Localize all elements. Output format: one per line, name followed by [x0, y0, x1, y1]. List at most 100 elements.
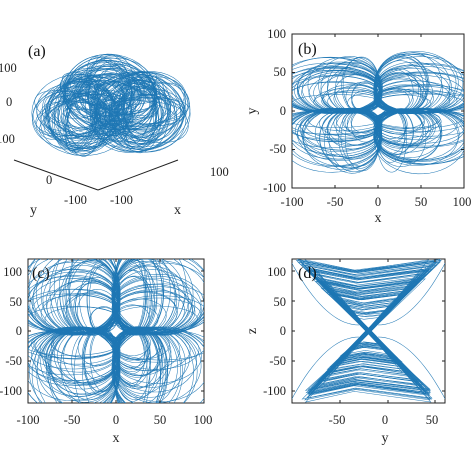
panel-d-trajectory-loop — [311, 278, 426, 332]
panel-b-x-tick-0: 0 — [375, 195, 381, 209]
panel-b-trajectory-loop — [374, 108, 459, 166]
panel-d-trajectory-loop — [307, 270, 431, 332]
panel-c-trajectory-loop — [84, 327, 118, 393]
panel-b-label: (b) — [298, 41, 317, 58]
panel-d-tick-marks — [292, 259, 445, 403]
panel-d-trajectory-loop — [304, 330, 432, 403]
panel-c-x-tick-100: 100 — [194, 413, 213, 427]
panel-d-trajectory-loop — [354, 330, 382, 347]
panel-a-trajectory-loop — [95, 76, 185, 148]
panel-d-trajectory-loop — [314, 268, 423, 332]
panel-c-trajectory-loop — [111, 326, 204, 403]
panel-b-trajectory-loop — [376, 107, 407, 173]
panel-a-trajectory-loop — [94, 76, 186, 148]
panel-c-x-tick-50: 50 — [154, 413, 167, 427]
panel-a-trajectory-loop — [36, 83, 128, 147]
panel-a-z-tick-bottom: -100 — [0, 132, 15, 146]
panel-b-trajectory-loop — [373, 109, 464, 132]
panel-b-x-tick-minus50: -50 — [327, 195, 344, 209]
panel-c-y-tick-0: 0 — [16, 324, 22, 338]
panel-a-trajectory-loop — [76, 80, 144, 110]
panel-a-trajectory-loop — [111, 73, 169, 151]
panel-a-xlabel: x — [174, 203, 181, 218]
panel-c-trajectory-loop — [71, 327, 119, 395]
panel-a-trajectory-loop — [90, 82, 190, 142]
panel-b-trajectory-loop — [307, 57, 382, 114]
panel-c-label: (c) — [32, 265, 50, 282]
panel-d-label: (d) — [298, 265, 317, 282]
panel-a-trajectory-loop — [102, 80, 178, 144]
panel-b-ylabel: y — [245, 108, 260, 115]
panel-b-trajectory-loop — [292, 109, 383, 128]
panel-b-trajectory-loop — [327, 66, 381, 114]
panel-d-trajectory-loop — [357, 330, 382, 346]
panel-a-trajectory-loop — [75, 72, 145, 118]
panel-a-trajectory-loop — [66, 90, 98, 140]
panel-b-xlabel: x — [375, 211, 382, 226]
panel-d-trajectory-sweep — [292, 336, 359, 400]
panel-d-trajectory-sweep — [292, 262, 359, 326]
panel-c-trajectory-loop — [113, 326, 164, 403]
panel-a-x-tick-minus100: -100 — [110, 193, 133, 207]
panel-a-trajectory-loop — [63, 67, 157, 123]
panel-b-trajectory-loop — [373, 108, 464, 165]
panel-b: (b) 100 50 0 -50 -100 -100 -50 0 50 100 … — [245, 27, 472, 226]
panel-d-y-tick-minus50: -50 — [269, 354, 286, 368]
panel-c-trajectory-loop — [28, 274, 121, 334]
panel-a-trajectory-loop — [65, 74, 155, 116]
panel-d-trajectory-sweep — [378, 262, 445, 326]
panel-b-trajectory-loop — [346, 109, 380, 138]
panel-b-trajectory-loop — [313, 73, 381, 114]
panel-c-trajectory-loop — [112, 326, 183, 403]
panel-c-x-tick-0: 0 — [113, 413, 119, 427]
panel-d-trajectory-sweep — [378, 336, 445, 400]
panel-c: (c) 100 50 0 -50 -100 -100 -50 0 50 100 … — [0, 258, 213, 446]
panel-a-trajectory-loop — [53, 88, 111, 142]
panel-b-x-tick-100: 100 — [453, 195, 472, 209]
panel-c-y-tick-50: 50 — [10, 295, 23, 309]
panel-b-x-tick-50: 50 — [415, 195, 428, 209]
panel-d-trajectory — [292, 259, 445, 403]
panel-c-trajectory — [28, 259, 204, 403]
panel-a-trajectory-loop — [59, 84, 161, 106]
panel-d-trajectory-loop — [346, 305, 394, 332]
panel-b-trajectory-loop — [374, 51, 459, 115]
panel-b-trajectory-loop — [327, 59, 381, 114]
panel-d-trajectory-loop — [318, 330, 416, 385]
panel-c-trajectory-loop — [113, 259, 158, 336]
panel-b-trajectory — [292, 51, 464, 175]
panel-b-tick-marks — [291, 33, 465, 189]
panel-d-xlabel: y — [382, 431, 389, 446]
panel-b-trajectory-loop — [376, 109, 407, 143]
panel-a-z-tick-top: 100 — [0, 61, 17, 75]
panel-a-x-tick-100: 100 — [210, 165, 229, 179]
panel-c-trajectory-loop — [113, 326, 166, 403]
panel-d-x-tick-0: 0 — [382, 413, 388, 427]
panel-d-trajectory-loop — [325, 330, 410, 376]
panel-d-trajectory-loop — [306, 264, 432, 332]
panel-a-trajectory-loop — [58, 74, 106, 156]
panel-c-trajectory-loop — [112, 283, 193, 334]
panel-b-trajectory-loop — [292, 107, 383, 173]
panel-d: (d) 100 50 0 -50 -100 -50 0 50 y z — [245, 258, 446, 446]
panel-a-ylabel: y — [30, 203, 37, 218]
panel-c-trajectory-loop — [86, 264, 118, 335]
panel-c-trajectory-loop — [114, 275, 155, 334]
panel-c-trajectory-loop — [113, 328, 160, 378]
panel-a-trajectory — [31, 53, 191, 157]
panel-c-trajectory-loop — [49, 326, 120, 403]
panel-d-x-tick-minus50: -50 — [329, 413, 346, 427]
panel-a-trajectory-loop — [44, 81, 120, 149]
panel-c-trajectory-loop — [47, 326, 120, 403]
panel-a-trajectory-loop — [52, 74, 112, 156]
panel-c-tick-marks — [27, 259, 205, 403]
panel-b-trajectory-loop — [373, 56, 464, 114]
panel-b-trajectory-loop — [292, 69, 383, 114]
panel-b-y-tick-50: 50 — [274, 65, 287, 79]
panel-b-trajectory-loop — [302, 108, 382, 167]
panel-b-y-tick-minus50: -50 — [269, 142, 286, 156]
panel-c-trajectory-loop — [28, 259, 121, 336]
panel-d-trajectory-loop — [312, 273, 421, 332]
panel-a-trajectory-loop — [42, 81, 122, 149]
panel-c-y-tick-100: 100 — [3, 265, 22, 279]
